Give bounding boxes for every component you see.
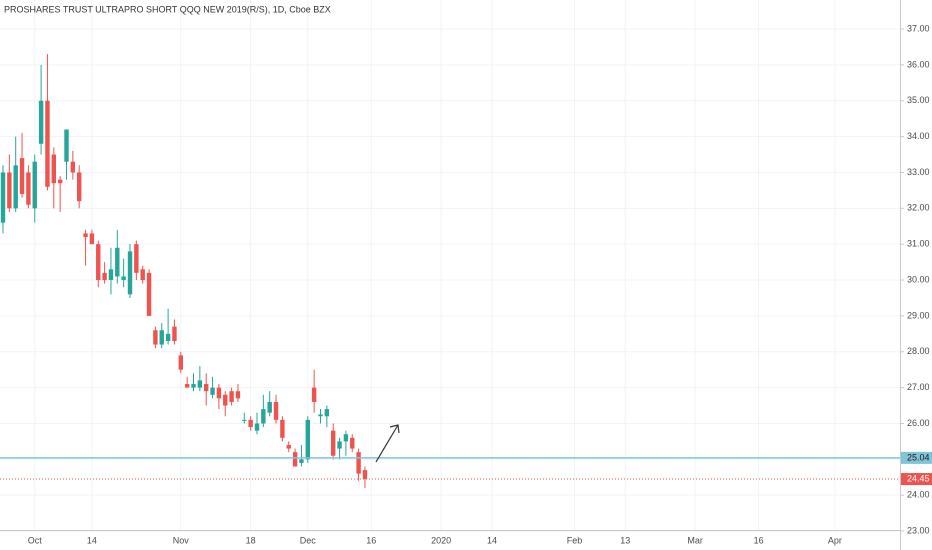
candle-body (356, 452, 361, 474)
candle-body (77, 172, 82, 202)
candle-body (318, 414, 323, 417)
candle-body (362, 470, 368, 480)
candle-body (115, 247, 120, 277)
candle-body (26, 172, 31, 205)
y-tick-label: 37.00 (907, 23, 930, 33)
x-tick-label: Dec (300, 535, 317, 545)
candle-body (235, 391, 241, 399)
candle-body (83, 233, 88, 238)
candle-body (305, 419, 310, 460)
candle-body (331, 430, 336, 456)
candle-body (172, 326, 177, 341)
candle-body (121, 276, 126, 281)
candle-body (210, 387, 215, 395)
y-tick-label: 36.00 (907, 59, 930, 69)
y-tick-label: 24.00 (907, 490, 930, 500)
y-tick-label: 32.00 (907, 203, 930, 213)
x-tick-label: Mar (687, 535, 703, 545)
candle-body (178, 355, 183, 370)
candle-body (89, 233, 95, 245)
candle-body (0, 172, 6, 223)
x-tick-label: Feb (567, 535, 583, 545)
arrow-head (389, 424, 400, 434)
y-tick-label: 28.00 (907, 346, 930, 356)
candle-body (229, 391, 234, 402)
candle-body (134, 244, 139, 273)
candle-body (38, 100, 44, 144)
candle-body (324, 409, 330, 417)
candle-body (191, 384, 196, 388)
candle-body (64, 129, 69, 162)
candle-body (280, 419, 285, 438)
candle-body (286, 444, 291, 449)
y-tick-label: 31.00 (907, 239, 930, 249)
price-label: 24.45 (907, 473, 930, 483)
candle-body (70, 161, 76, 173)
candle-body (102, 272, 107, 281)
x-tick-label: Nov (173, 535, 190, 545)
candle-body (7, 172, 12, 209)
candle-body (19, 158, 25, 194)
y-tick-label: 27.00 (907, 382, 930, 392)
x-tick-label: Oct (28, 535, 43, 545)
grid (0, 0, 900, 532)
candles (0, 54, 900, 489)
x-tick-label: 16 (366, 535, 376, 545)
candle-body (242, 419, 247, 421)
candle-body (350, 437, 355, 449)
candle-body (159, 330, 164, 345)
candle-body (146, 272, 152, 316)
x-tick-label: Apr (828, 535, 842, 545)
arrow-drawing (375, 424, 399, 463)
x-tick-label: 2020 (431, 535, 451, 545)
candle-body (216, 387, 222, 399)
candle-body (273, 401, 279, 420)
candle-body (337, 441, 342, 449)
candle-body (197, 380, 203, 388)
axes: 23.0024.0025.0026.0027.0028.0029.0030.00… (28, 23, 932, 545)
y-tick-label: 26.00 (907, 418, 930, 428)
candle-body (165, 333, 171, 341)
candle-body (254, 423, 260, 431)
candle-body (292, 452, 298, 467)
candle-body (248, 419, 253, 428)
candle-body (299, 459, 304, 463)
candle-body (108, 269, 114, 281)
y-tick-label: 33.00 (907, 167, 930, 177)
chart-title: PROSHARES TRUST ULTRAPRO SHORT QQQ NEW 2… (4, 4, 331, 14)
candle-body (184, 384, 190, 388)
x-tick-label: 16 (754, 535, 764, 545)
y-tick-label: 23.00 (907, 525, 930, 535)
x-tick-label: 14 (487, 535, 497, 545)
x-tick-label: 13 (620, 535, 630, 545)
price-label-box (901, 451, 932, 464)
y-tick-label: 35.00 (907, 95, 930, 105)
y-tick-label: 29.00 (907, 310, 930, 320)
x-tick-label: 14 (87, 535, 97, 545)
candle-body (204, 384, 209, 392)
candle-body (343, 434, 349, 442)
candle-body (311, 387, 317, 402)
y-tick-label: 34.00 (907, 131, 930, 141)
candle-body (261, 409, 266, 424)
candle-body (13, 165, 18, 209)
candle-body (267, 401, 272, 413)
candle-body (223, 394, 228, 406)
y-tick-label: 30.00 (907, 274, 930, 284)
candle-body (32, 161, 37, 209)
candle-body (45, 100, 50, 187)
candle-body (127, 251, 133, 295)
candle-body (51, 154, 56, 184)
price-label: 25.04 (907, 452, 930, 462)
candle-body (140, 269, 145, 281)
x-tick-label: 18 (246, 535, 256, 545)
candle-body (96, 244, 101, 281)
candle-body (153, 330, 158, 345)
price-label-box (901, 473, 932, 486)
candle-body (57, 179, 63, 184)
